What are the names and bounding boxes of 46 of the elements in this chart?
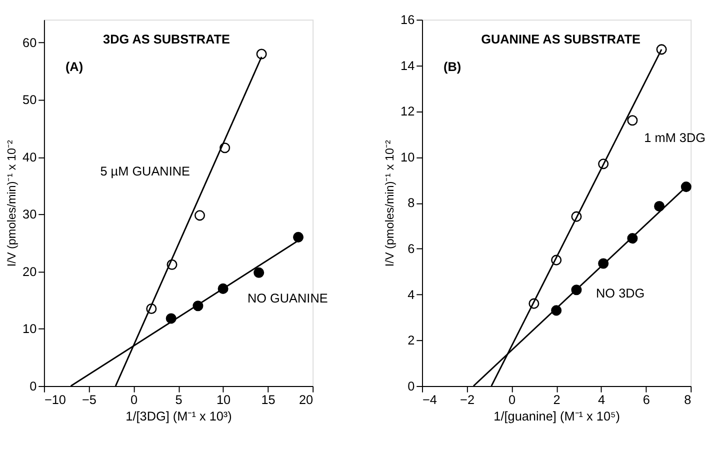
x-axis-title: 1/[3DG] (M⁻¹ x 10³)	[126, 410, 232, 424]
y-tick-label: 8	[408, 196, 415, 210]
annotation: (B)	[444, 60, 462, 74]
y-tick-label: 10	[400, 150, 415, 164]
x-tick-label: 4	[598, 393, 606, 408]
y-tick-label: 60	[22, 36, 37, 50]
x-tick-label: 0	[508, 393, 516, 408]
y-tick-label: 10	[22, 322, 37, 336]
y-tick-label: 50	[22, 93, 37, 108]
text: 5 µM GUANINE	[100, 164, 190, 178]
y-axis-title: I/V (pmoles/min)⁻¹ x 10⁻²	[384, 140, 397, 267]
x-tick-label: 0	[130, 393, 138, 408]
series-label: NO 3DG	[596, 286, 645, 301]
y-tick-label: 4	[408, 288, 415, 302]
x-tick-label: 6	[642, 393, 650, 408]
y-tick-label: 16	[400, 13, 415, 28]
series-label: NO GUANINE	[247, 291, 328, 306]
x-tick-label: 8	[684, 393, 692, 408]
y-tick-label: 30	[22, 208, 37, 222]
point	[654, 201, 665, 212]
point	[656, 44, 667, 55]
x-tick-label: 15	[261, 393, 276, 408]
x-tick-label: −10	[44, 393, 66, 408]
y-tick-label: 0	[30, 379, 37, 394]
point	[680, 182, 692, 192]
y-tick-label: 40	[22, 150, 37, 164]
y-tick-label: 0	[408, 379, 415, 394]
x-axis-title: 1/[guanine] (M⁻¹ x 10⁵)	[494, 410, 620, 424]
x-tick-label: 2	[553, 393, 560, 408]
y-tick-label: 14	[400, 58, 415, 73]
x-tick-label: −2	[460, 393, 475, 408]
y-tick-label: 2	[408, 334, 415, 348]
y-tick-label: 12	[400, 104, 415, 119]
x-tick-label: −4	[422, 393, 437, 408]
y-axis-title: I/V (pmoles/min)⁻¹ x 10⁻²	[6, 140, 19, 267]
x-tick-label: 10	[216, 393, 231, 408]
point	[627, 115, 638, 126]
x-tick-label: 5	[175, 393, 182, 408]
annotation: GUANINE AS SUBSTRATE	[481, 32, 640, 47]
series-label: 1 mM 3DG	[644, 130, 706, 145]
annotation: 3DG AS SUBSTRATE	[103, 32, 230, 47]
x-tick-label: 20	[298, 393, 314, 408]
x-tick-label: −5	[82, 393, 96, 408]
annotation: (A)	[65, 60, 84, 74]
y-tick-label: 6	[408, 242, 415, 256]
y-tick-label: 20	[22, 264, 37, 279]
